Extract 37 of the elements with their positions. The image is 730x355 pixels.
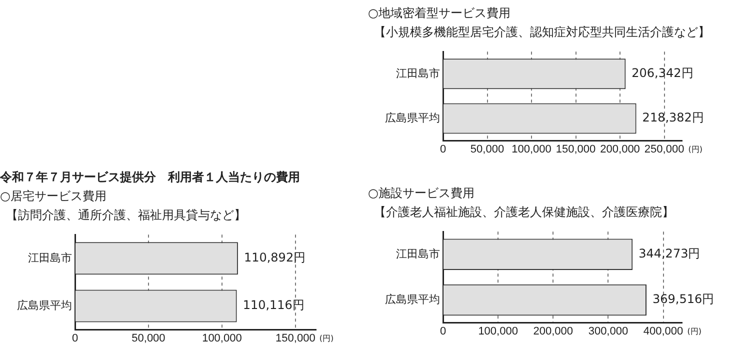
data-label: 369,516円 [652,292,714,306]
x-axis-title: (円) [687,326,702,336]
data-label: 344,273円 [638,246,700,261]
x-axis-title: (円) [319,334,334,343]
y-tick-label: 広島県平均 [385,293,440,306]
x-tick-label: 100,000 [512,143,552,156]
chart-subtitle: 【小規模多機能型居宅介護、認知症対応型共同生活介護など】 [373,24,711,41]
chart-title: 令和７年７月サービス提供分 利用者１人当たりの費用 [0,169,301,186]
x-tick-label: 0 [72,332,78,344]
x-tick-label: 250,000 [644,143,684,156]
x-tick-label: 100,000 [478,325,518,338]
chart-subtitle: ○居宅サービス費用 [0,188,108,205]
chart-title: ○施設サービス費用 [368,185,476,202]
data-label: 110,892円 [244,250,306,265]
x-tick-label: 150,000 [556,143,596,156]
y-tick-label: 広島県平均 [17,299,72,312]
text: 【訪問介護、通所介護、福祉用具貸与など】 [5,207,247,224]
x-tick-label: 50,000 [470,143,504,156]
x-tick-label: 50,000 [132,332,166,344]
data-label: 110,116円 [242,298,304,312]
data-label: 206,342円 [632,66,694,80]
x-tick-label: 200,000 [533,325,574,338]
y-tick-label: 江田島市 [396,66,440,80]
y-tick-label: 広島県平均 [385,112,440,125]
x-tick-label: 100,000 [202,332,242,344]
x-tick-label: 0 [440,325,446,338]
y-tick-label: 江田島市 [28,251,72,264]
data-label: 218,382円 [642,110,704,125]
chart-subtitle: 【介護老人福祉施設、介護老人保健施設、介護医療院】 [373,204,675,221]
y-tick-label: 江田島市 [396,247,440,260]
chart-title: ○地域密着型サービス費用 [368,5,512,22]
x-tick-label: 0 [440,143,446,156]
x-tick-label: 200,000 [600,143,640,156]
x-tick-label: 150,000 [276,332,316,344]
x-tick-label: 300,000 [588,325,628,338]
x-tick-label: 400,000 [643,325,684,338]
x-axis-title: (円) [688,144,703,154]
